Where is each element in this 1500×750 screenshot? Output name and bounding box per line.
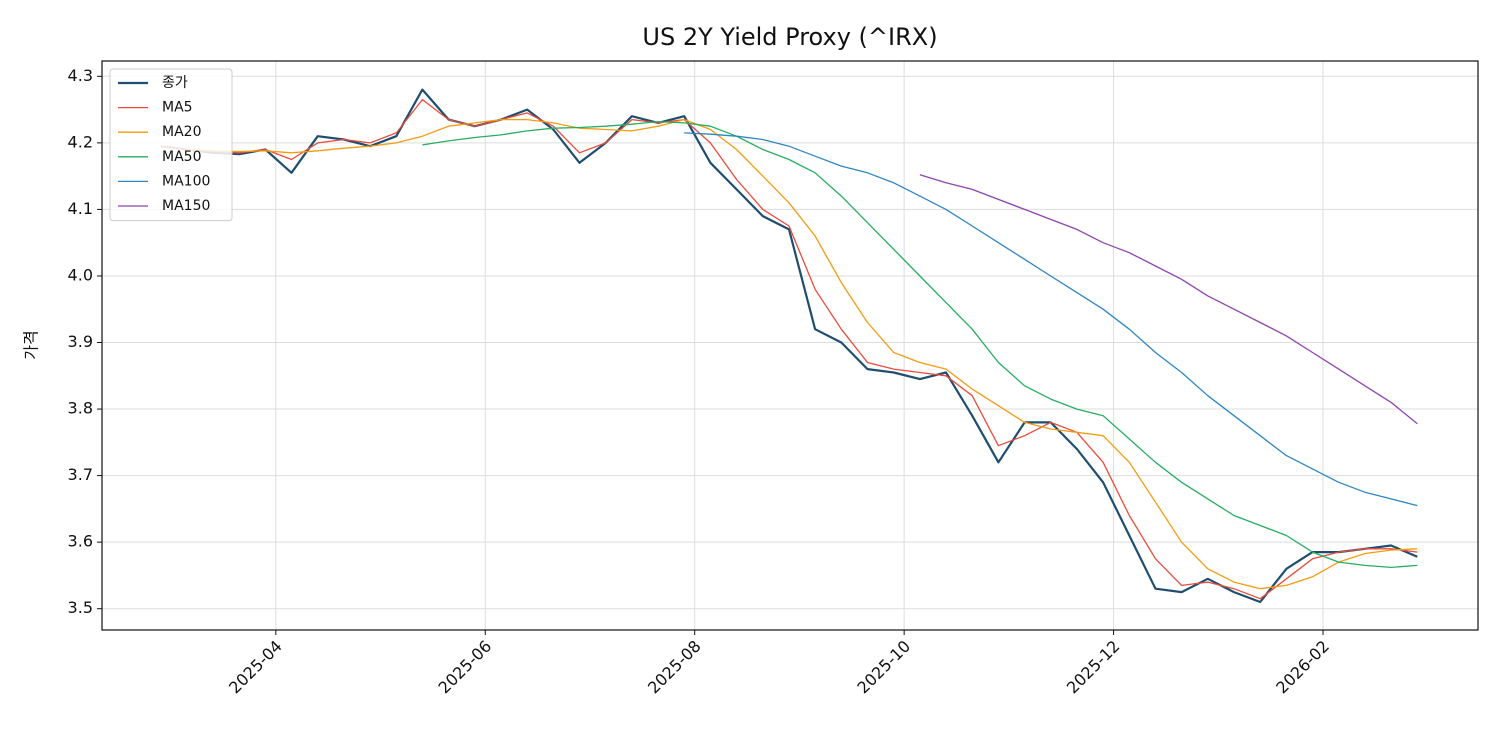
series-line — [919, 174, 1418, 425]
y-tick-label: 3.7 — [68, 465, 93, 484]
legend-label: MA150 — [162, 198, 210, 214]
plot-frame — [101, 60, 1479, 631]
y-tick-label: 3.9 — [68, 332, 93, 351]
series-line — [160, 88, 1418, 604]
legend-label: MA20 — [162, 124, 201, 140]
y-tick-label: 4.0 — [68, 265, 93, 284]
y-tick-label: 4.2 — [68, 132, 93, 151]
legend-label: MA100 — [162, 173, 210, 189]
y-tick-label: 4.1 — [68, 199, 93, 218]
series-line — [684, 132, 1418, 507]
legend-label: MA5 — [162, 100, 193, 116]
x-tick-label: 2025-06 — [435, 637, 496, 698]
x-tick-label: 2025-12 — [1063, 637, 1124, 698]
x-tick-label: 2026-02 — [1272, 637, 1333, 698]
x-tick-label: 2025-10 — [853, 637, 914, 698]
y-tick-label: 4.3 — [68, 66, 93, 85]
y-tick-label: 3.8 — [68, 399, 93, 418]
series-line — [422, 120, 1418, 569]
y-axis-label: 가격 — [22, 330, 41, 359]
x-tick-label: 2025-08 — [644, 637, 705, 698]
y-tick-label: 3.6 — [68, 532, 93, 551]
series-line — [160, 98, 1418, 600]
legend-label: 종가 — [162, 75, 188, 91]
series-line — [186, 118, 1418, 590]
y-tick-label: 3.5 — [68, 598, 93, 617]
legend-box — [109, 68, 233, 222]
chart-title: US 2Y Yield Proxy (^IRX) — [642, 23, 937, 51]
legend: 종가 MA5 MA20 MA50 MA100 MA150 — [109, 68, 233, 222]
legend-label: MA50 — [162, 149, 201, 165]
x-tick-label: 2025-04 — [225, 637, 286, 698]
